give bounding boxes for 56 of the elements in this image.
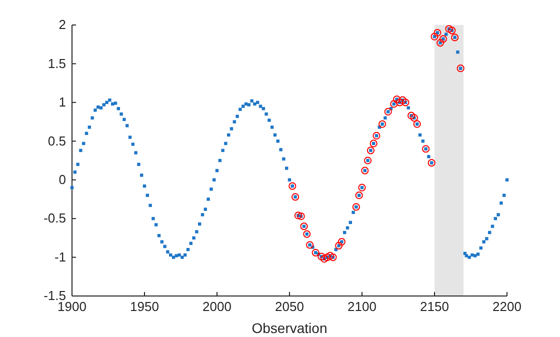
point (384, 108, 392, 116)
point (323, 253, 331, 262)
point (422, 145, 430, 153)
x-tick-label: 2000 (202, 299, 232, 314)
point (361, 166, 369, 174)
x-tick-label: 2050 (275, 299, 304, 314)
point (413, 120, 421, 128)
y-tick-label: 0 (58, 172, 66, 188)
point (352, 203, 360, 211)
y-tick-label: 1 (58, 94, 66, 110)
y-tick-label: 0.5 (48, 133, 66, 148)
point (320, 255, 328, 263)
point (445, 25, 453, 33)
point (410, 114, 418, 122)
point (448, 26, 456, 34)
point (428, 159, 436, 167)
point (318, 252, 326, 260)
point (294, 212, 302, 220)
point (288, 182, 296, 190)
x-tick-label: 2150 (420, 299, 449, 314)
point (408, 112, 416, 120)
point (436, 39, 444, 47)
point (366, 146, 374, 154)
point (456, 64, 464, 72)
point (434, 28, 442, 37)
point (303, 230, 311, 238)
point (338, 238, 346, 246)
point (329, 253, 337, 262)
point (364, 156, 372, 164)
point (378, 120, 386, 128)
point (355, 192, 363, 200)
x-axis-title: Observation (252, 320, 328, 336)
point (306, 241, 314, 249)
point (430, 32, 438, 40)
point (335, 242, 343, 250)
y-tick-label: 1.5 (48, 56, 66, 71)
point (358, 184, 366, 192)
point (312, 248, 320, 256)
y-tick-label: 2 (58, 17, 66, 32)
point (370, 140, 378, 148)
point (372, 132, 380, 140)
point (439, 35, 447, 43)
point (393, 96, 401, 104)
point (451, 34, 459, 42)
y-tick-label: -0.5 (44, 210, 66, 226)
point (326, 252, 334, 260)
point (292, 193, 300, 201)
point (398, 96, 406, 104)
y-tick-label: -1 (54, 249, 66, 264)
x-tick-label: 2100 (348, 299, 376, 314)
x-tick-label: 1950 (130, 299, 159, 314)
point (297, 212, 305, 220)
x-tick-label: 2200 (492, 299, 522, 314)
point (396, 98, 404, 106)
point (300, 222, 308, 230)
point (390, 100, 398, 108)
